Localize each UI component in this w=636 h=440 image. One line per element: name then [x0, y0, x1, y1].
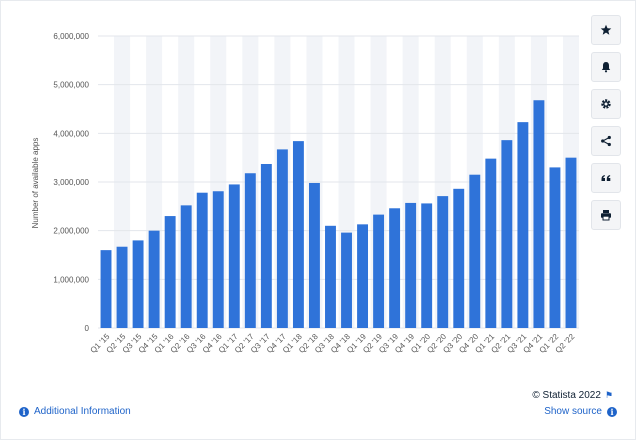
gear-icon: [601, 99, 611, 109]
y-axis-label: Number of available apps: [31, 138, 40, 229]
bar: [228, 184, 240, 328]
favorite-button[interactable]: [591, 15, 621, 45]
bar: [437, 196, 449, 328]
bar: [421, 203, 433, 328]
y-axis-ticks: 0 1,000,000 2,000,000 3,000,000 4,000,000 5,0…: [53, 32, 89, 333]
bar: [453, 188, 465, 328]
additional-info-label: Additional Information: [34, 406, 131, 417]
y-tick-label: 4,000,000: [53, 129, 89, 138]
flag-icon[interactable]: ⚑: [604, 390, 613, 400]
cite-button[interactable]: [591, 163, 621, 193]
gridlines-group: [98, 35, 579, 329]
bar: [357, 224, 369, 328]
additional-info-link[interactable]: i Additional Information: [19, 406, 131, 417]
bar: [325, 225, 336, 328]
y-tick-label: 2,000,000: [53, 227, 89, 236]
bar: [517, 122, 529, 328]
info-icon: i: [607, 406, 617, 417]
chart: 0 1,000,000 2,000,000 3,000,000 4,000,000 5,0…: [31, 32, 579, 355]
info-icon: i: [19, 406, 29, 417]
bell-icon: [601, 62, 611, 73]
bar: [341, 232, 352, 328]
bars-group: [100, 100, 577, 329]
bar: [565, 157, 577, 328]
star-icon: [600, 24, 612, 35]
bar: [308, 182, 320, 328]
bar: [292, 141, 304, 328]
bar: [405, 202, 417, 328]
credit-text[interactable]: © Statista 2022: [532, 390, 601, 401]
notification-button[interactable]: [591, 52, 621, 82]
show-source-link[interactable]: Show source i: [544, 406, 617, 417]
share-button[interactable]: [591, 126, 621, 156]
toolbar: [591, 15, 621, 230]
bar: [549, 167, 561, 328]
bar: [180, 205, 192, 328]
settings-button[interactable]: [591, 89, 621, 119]
y-tick-label: 1,000,000: [53, 275, 89, 284]
bar: [164, 216, 176, 328]
bar: [132, 240, 144, 328]
credit: © Statista 2022 ⚑: [532, 390, 613, 401]
bar: [100, 250, 112, 328]
y-tick-label: 0: [85, 324, 90, 333]
y-tick-label: 3,000,000: [53, 178, 89, 187]
bar: [501, 140, 513, 328]
bar: [212, 191, 224, 328]
bar: [389, 208, 401, 328]
bar: [116, 246, 128, 328]
bar: [196, 192, 208, 328]
y-tick-label: 5,000,000: [53, 81, 89, 90]
show-source-label: Show source: [544, 406, 602, 417]
printer-icon: [601, 210, 611, 221]
share-icon: [601, 135, 611, 147]
bar: [373, 214, 385, 328]
bar: [533, 100, 545, 329]
print-button[interactable]: [591, 200, 621, 230]
bar: [485, 158, 497, 328]
bar: [469, 174, 481, 328]
bar: [276, 149, 288, 328]
y-tick-label: 6,000,000: [53, 32, 89, 41]
bar: [148, 230, 160, 328]
bar: [260, 163, 272, 328]
quote-icon: [601, 175, 611, 181]
bar: [244, 173, 256, 328]
